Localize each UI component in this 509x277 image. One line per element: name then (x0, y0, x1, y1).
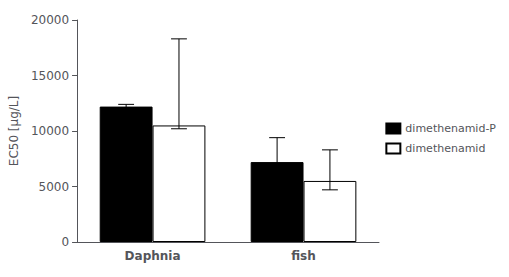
svg-text:Daphnia: Daphnia (125, 249, 181, 263)
svg-text:15000: 15000 (31, 69, 69, 83)
svg-text:dimethenamid: dimethenamid (405, 142, 485, 155)
svg-text:5000: 5000 (39, 180, 70, 194)
svg-text:fish: fish (291, 249, 316, 263)
svg-text:10000: 10000 (31, 124, 69, 138)
svg-text:20000: 20000 (31, 13, 69, 27)
svg-text:dimethenamid-P: dimethenamid-P (405, 122, 496, 135)
svg-text:0: 0 (61, 235, 69, 249)
svg-text:EC50 [µg/L]: EC50 [µg/L] (7, 96, 21, 166)
